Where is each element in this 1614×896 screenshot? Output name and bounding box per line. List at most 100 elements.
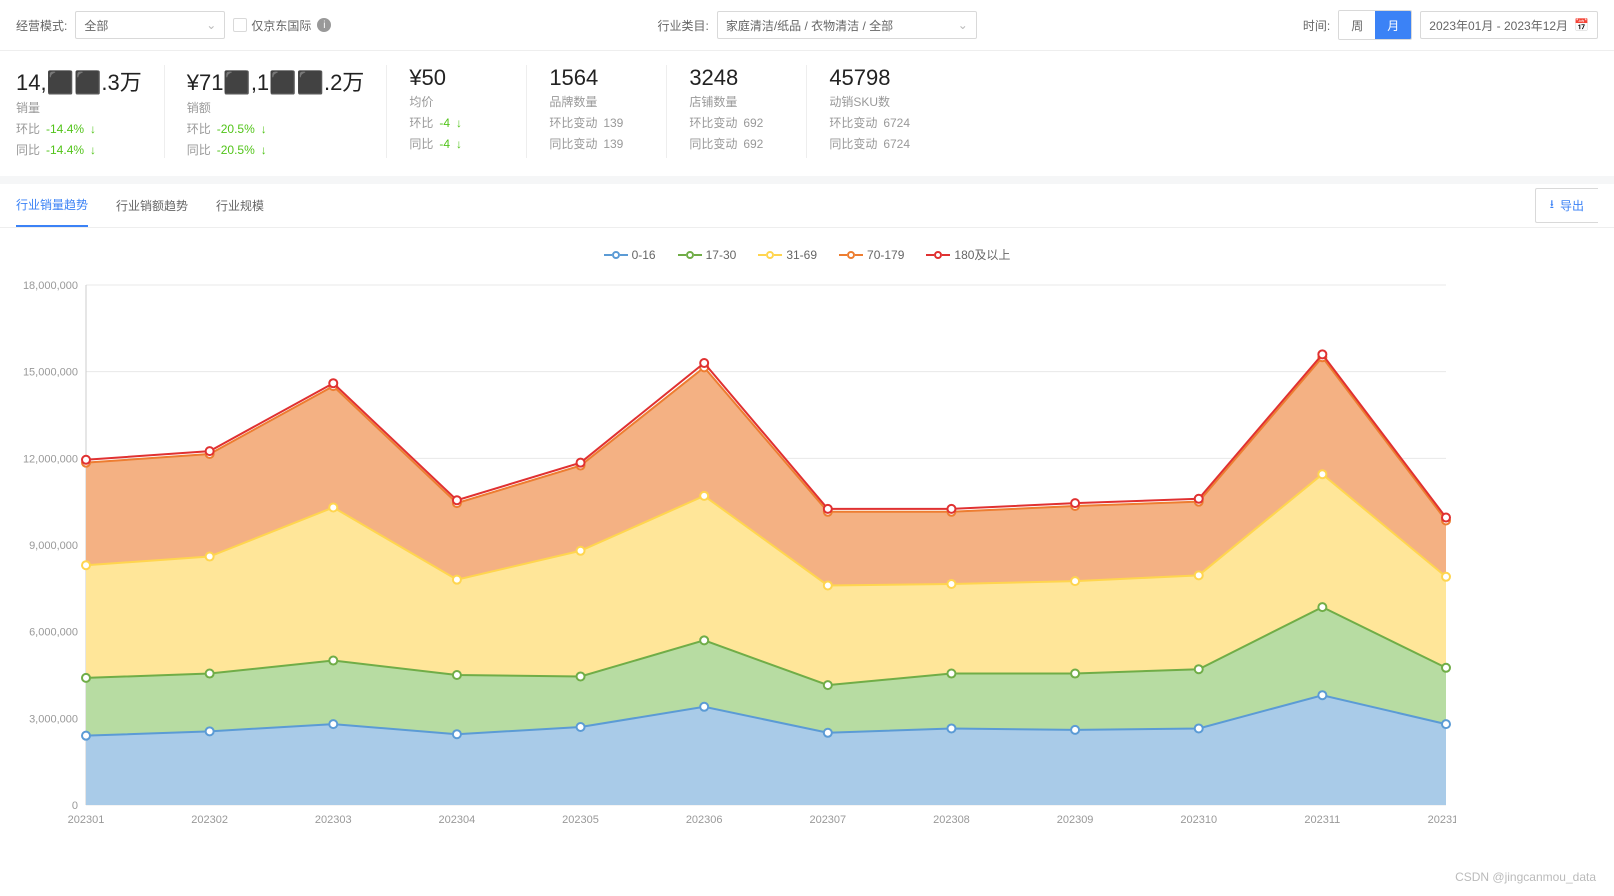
metric-value: 45798 xyxy=(829,65,924,91)
marker xyxy=(82,732,90,740)
tabs-bar: 行业销量趋势 行业销额趋势 行业规模 ⭳ 导出 xyxy=(0,184,1614,228)
metric-row1: 环比 -4↓ xyxy=(409,114,504,131)
marker xyxy=(453,496,461,504)
category-label: 行业类目: xyxy=(657,17,708,34)
legend-marker-icon xyxy=(839,251,863,259)
metric-card: 1564品牌数量环比变动 139同比变动 139 xyxy=(526,65,666,158)
marker xyxy=(1071,670,1079,678)
svg-text:15,000,000: 15,000,000 xyxy=(23,367,78,379)
svg-text:6,000,000: 6,000,000 xyxy=(29,627,78,639)
marker xyxy=(329,503,337,511)
metric-value: ¥71⬛,1⬛⬛.2万 xyxy=(187,65,365,97)
tab-scale[interactable]: 行业规模 xyxy=(216,185,264,226)
metric-row2: 同比变动 692 xyxy=(689,135,784,152)
legend-item[interactable]: 180及以上 xyxy=(926,246,1010,263)
marker xyxy=(329,657,337,665)
metric-value: 14,⬛⬛.3万 xyxy=(16,65,142,97)
metric-row2: 同比 -14.4%↓ xyxy=(16,141,142,158)
legend-label: 17-30 xyxy=(706,248,737,262)
chart-legend: 0-16 17-30 31-69 70-179 180及以上 xyxy=(16,238,1598,275)
marker xyxy=(453,576,461,584)
business-model-select[interactable]: 全部 ⌄ xyxy=(75,11,225,39)
legend-marker-icon xyxy=(758,251,782,259)
tab-sales-volume[interactable]: 行业销量趋势 xyxy=(16,184,88,227)
date-range-picker[interactable]: 2023年01月 - 2023年12月 📅 xyxy=(1420,11,1598,39)
marker xyxy=(82,674,90,682)
marker xyxy=(947,505,955,513)
metric-row1: 环比 -14.4%↓ xyxy=(16,120,142,137)
marker xyxy=(453,730,461,738)
metric-card: ¥71⬛,1⬛⬛.2万销额环比 -20.5%↓同比 -20.5%↓ xyxy=(164,65,387,158)
download-icon: ⭳ xyxy=(1550,195,1554,216)
metrics-row: 14,⬛⬛.3万销量环比 -14.4%↓同比 -14.4%↓¥71⬛,1⬛⬛.2… xyxy=(0,51,1614,184)
legend-item[interactable]: 0-16 xyxy=(604,246,656,263)
metric-label: 均价 xyxy=(409,93,504,110)
business-model-label: 经营模式: xyxy=(16,17,67,34)
chevron-down-icon: ⌄ xyxy=(958,18,968,32)
arrow-down-icon: ↓ xyxy=(456,137,462,151)
date-range-value: 2023年01月 - 2023年12月 xyxy=(1429,17,1568,34)
legend-label: 31-69 xyxy=(786,248,817,262)
marker xyxy=(824,581,832,589)
marker xyxy=(577,672,585,680)
jd-intl-label: 仅京东国际 xyxy=(251,17,311,34)
marker xyxy=(206,553,214,561)
metric-row2: 同比 -4↓ xyxy=(409,135,504,152)
svg-text:202307: 202307 xyxy=(809,814,846,826)
marker xyxy=(206,447,214,455)
arrow-down-icon: ↓ xyxy=(90,122,96,136)
svg-text:202311: 202311 xyxy=(1304,814,1340,826)
marker xyxy=(1318,350,1326,358)
marker xyxy=(82,561,90,569)
marker xyxy=(1071,726,1079,734)
metric-card: 45798动销SKU数环比变动 6724同比变动 6724 xyxy=(806,65,946,158)
legend-item[interactable]: 31-69 xyxy=(758,246,817,263)
filter-bar: 经营模式: 全部 ⌄ 仅京东国际 i 行业类目: 家庭清洁/纸品 / 衣物清洁 … xyxy=(0,0,1614,51)
svg-text:202303: 202303 xyxy=(315,814,352,826)
business-model-value: 全部 xyxy=(84,17,108,34)
marker xyxy=(1195,571,1203,579)
arrow-down-icon: ↓ xyxy=(261,143,267,157)
metric-row1: 环比 -20.5%↓ xyxy=(187,120,365,137)
metric-row2: 同比变动 6724 xyxy=(829,135,924,152)
marker xyxy=(453,671,461,679)
metric-label: 动销SKU数 xyxy=(829,93,924,110)
metric-row2: 同比 -20.5%↓ xyxy=(187,141,365,158)
legend-marker-icon xyxy=(678,251,702,259)
legend-label: 180及以上 xyxy=(954,246,1010,263)
marker xyxy=(1071,577,1079,585)
week-button[interactable]: 周 xyxy=(1339,11,1375,39)
marker xyxy=(1318,603,1326,611)
metric-card: ¥50均价环比 -4↓同比 -4↓ xyxy=(386,65,526,158)
watermark: CSDN @jingcanmou_data xyxy=(1455,870,1596,884)
legend-item[interactable]: 17-30 xyxy=(678,246,737,263)
svg-text:0: 0 xyxy=(72,800,78,812)
legend-item[interactable]: 70-179 xyxy=(839,246,904,263)
month-button[interactable]: 月 xyxy=(1375,11,1411,39)
marker xyxy=(1318,691,1326,699)
export-button[interactable]: ⭳ 导出 xyxy=(1535,188,1598,223)
svg-text:202304: 202304 xyxy=(439,814,476,826)
marker xyxy=(1442,720,1450,728)
metric-value: 1564 xyxy=(549,65,644,91)
info-icon: i xyxy=(317,18,331,32)
marker xyxy=(700,703,708,711)
svg-text:12,000,000: 12,000,000 xyxy=(23,453,78,465)
metric-row1: 环比变动 692 xyxy=(689,114,784,131)
svg-text:3,000,000: 3,000,000 xyxy=(29,713,78,725)
category-value: 家庭清洁/纸品 / 衣物清洁 / 全部 xyxy=(726,17,893,34)
marker xyxy=(1442,664,1450,672)
marker xyxy=(1195,724,1203,732)
marker xyxy=(700,359,708,367)
marker xyxy=(206,670,214,678)
jd-intl-checkbox[interactable]: 仅京东国际 i xyxy=(233,17,331,34)
chevron-down-icon: ⌄ xyxy=(206,18,216,32)
arrow-down-icon: ↓ xyxy=(261,122,267,136)
svg-text:9,000,000: 9,000,000 xyxy=(29,540,78,552)
legend-marker-icon xyxy=(926,251,950,259)
sales-trend-chart: 0 3,000,000 6,000,000 9,000,000 12,000,000 15… xyxy=(16,275,1456,835)
marker xyxy=(700,492,708,500)
tab-sales-amount[interactable]: 行业销额趋势 xyxy=(116,185,188,226)
marker xyxy=(577,459,585,467)
category-select[interactable]: 家庭清洁/纸品 / 衣物清洁 / 全部 ⌄ xyxy=(717,11,977,39)
